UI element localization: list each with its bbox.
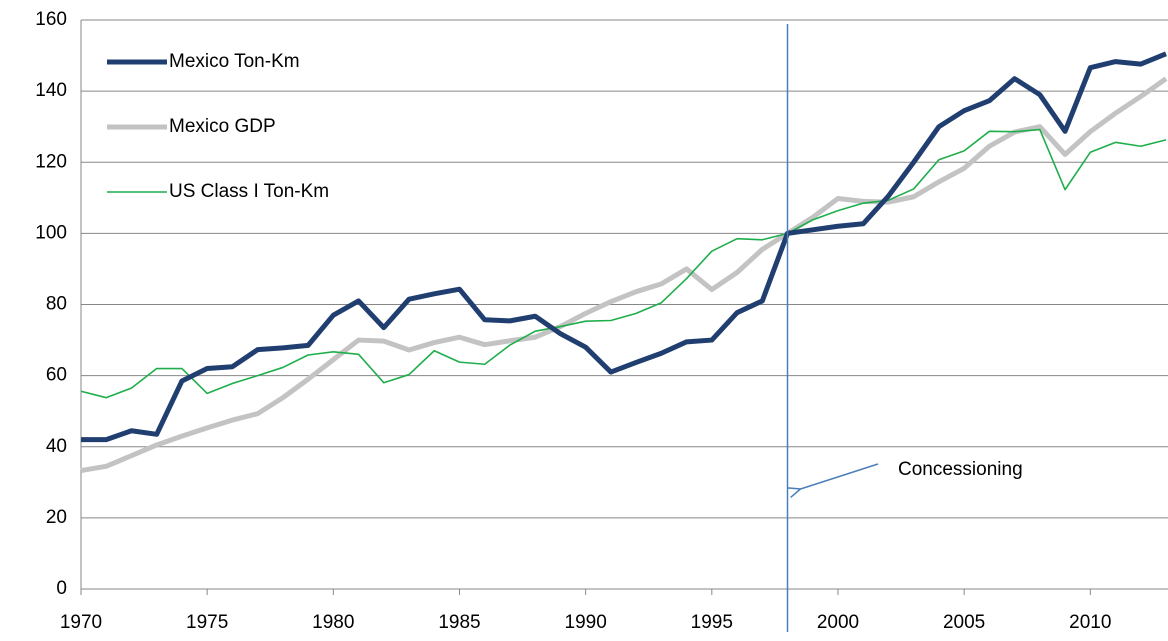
y-tick-label: 160 [35,9,67,30]
x-tick-label: 1970 [60,612,102,633]
x-tick-label: 1975 [186,612,228,633]
x-tick-label: 2010 [1069,612,1111,633]
y-tick-label: 60 [46,365,67,386]
x-tick-label: 2000 [817,612,859,633]
y-tick-label: 100 [35,222,67,243]
y-tick-label: 20 [46,507,67,528]
legend-label: Mexico GDP [169,116,276,137]
y-tick-label: 0 [56,578,67,599]
x-tick-label: 2005 [943,612,985,633]
series-line [81,51,1167,443]
series-line [80,128,1167,399]
y-tick-label: 40 [46,436,67,457]
y-tick-label: 140 [35,80,67,101]
annotation-text: Concessioning [898,459,1023,480]
x-tick-label: 1985 [438,612,480,633]
annotation-arrow [801,463,879,489]
y-tick-label: 120 [35,151,67,172]
series-line [80,76,1168,474]
x-tick-label: 1980 [312,612,354,633]
x-tick-label: 1990 [565,612,607,633]
y-tick-label: 80 [46,294,67,315]
x-tick-label: 1995 [691,612,733,633]
legend-label: US Class I Ton-Km [169,181,329,202]
legend-label: Mexico Ton-Km [169,51,300,72]
